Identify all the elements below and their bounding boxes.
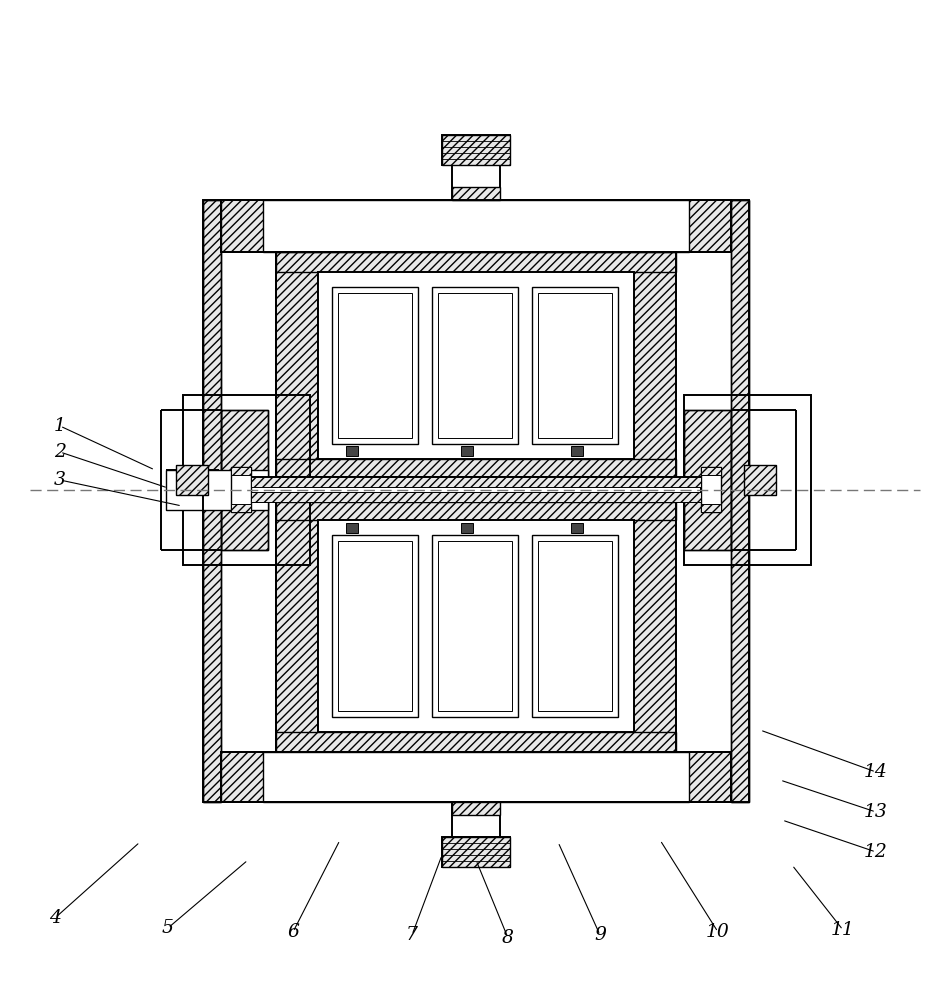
Text: 5: 5 — [162, 919, 174, 937]
Bar — [538, 293, 612, 438]
Bar — [251, 492, 701, 502]
Bar — [318, 520, 634, 732]
Bar — [276, 502, 676, 520]
Bar — [571, 523, 583, 533]
Bar — [532, 535, 618, 717]
Text: 11: 11 — [831, 921, 855, 939]
Text: 14: 14 — [864, 763, 888, 781]
Text: 13: 13 — [864, 803, 888, 821]
Bar — [701, 467, 721, 512]
Bar — [701, 467, 721, 475]
Bar — [744, 465, 776, 495]
Bar — [744, 465, 776, 495]
Bar — [634, 252, 676, 477]
Bar — [571, 446, 583, 456]
Bar — [532, 287, 618, 444]
Bar — [452, 165, 500, 200]
Bar — [442, 837, 510, 867]
Bar — [231, 467, 251, 512]
Bar — [332, 535, 418, 717]
Text: 1: 1 — [54, 417, 66, 435]
Text: 9: 9 — [594, 926, 605, 944]
Bar — [346, 446, 358, 456]
Text: 8: 8 — [502, 929, 514, 947]
Bar — [461, 446, 473, 456]
Bar — [442, 837, 510, 867]
Bar — [634, 502, 676, 752]
Text: 2: 2 — [54, 443, 66, 461]
Bar — [438, 293, 512, 438]
Bar — [276, 732, 676, 752]
Bar — [452, 802, 500, 815]
Bar — [221, 200, 731, 252]
Bar — [251, 477, 701, 502]
Bar — [176, 465, 208, 495]
Bar — [221, 410, 268, 550]
Bar — [276, 252, 676, 477]
Bar — [183, 395, 310, 565]
Bar — [221, 752, 731, 802]
Text: 4: 4 — [50, 909, 61, 927]
Bar — [221, 200, 731, 252]
Text: 10: 10 — [706, 923, 730, 941]
Bar — [203, 200, 221, 802]
Bar — [452, 187, 500, 200]
Bar — [221, 410, 268, 550]
Text: 3: 3 — [54, 471, 66, 489]
Bar — [432, 287, 518, 444]
Bar — [684, 395, 811, 565]
Bar — [461, 523, 473, 533]
Text: 12: 12 — [864, 843, 888, 861]
Bar — [432, 535, 518, 717]
Bar — [346, 523, 358, 533]
Bar — [231, 467, 251, 475]
Bar — [332, 287, 418, 444]
Bar — [442, 135, 510, 165]
Bar — [338, 293, 412, 438]
Bar — [203, 200, 749, 802]
Bar — [442, 135, 510, 165]
Bar — [701, 504, 721, 512]
Bar — [452, 802, 500, 837]
Bar — [276, 502, 676, 752]
Bar — [231, 504, 251, 512]
Bar — [166, 470, 268, 510]
Bar — [276, 252, 676, 272]
Text: 7: 7 — [407, 926, 418, 944]
Bar — [731, 200, 749, 802]
Bar — [276, 502, 318, 752]
Bar — [263, 200, 689, 252]
Bar — [731, 200, 749, 802]
Bar — [276, 252, 318, 477]
Text: 6: 6 — [288, 923, 299, 941]
Bar — [684, 410, 731, 550]
Bar — [221, 752, 731, 802]
Bar — [263, 752, 689, 802]
Bar — [538, 541, 612, 711]
Bar — [203, 200, 221, 802]
Bar — [251, 477, 701, 487]
Bar — [684, 410, 731, 550]
Bar — [438, 541, 512, 711]
Bar — [338, 541, 412, 711]
Bar — [276, 459, 676, 477]
Bar — [318, 272, 634, 459]
Bar — [176, 465, 208, 495]
